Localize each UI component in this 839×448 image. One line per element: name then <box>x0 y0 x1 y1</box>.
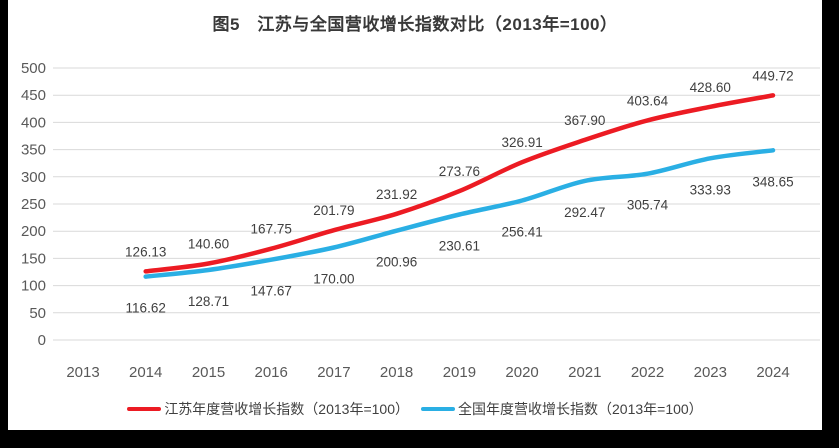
y-axis-tick-label: 500 <box>21 60 46 77</box>
data-label: 348.65 <box>752 174 793 189</box>
data-label: 273.76 <box>439 164 480 179</box>
x-axis-tick-label: 2017 <box>317 364 350 381</box>
data-label: 326.91 <box>501 135 542 150</box>
data-label: 333.93 <box>690 182 731 197</box>
data-label: 230.61 <box>439 239 480 254</box>
y-axis-tick-label: 0 <box>38 332 46 349</box>
x-axis-tick-label: 2014 <box>129 364 162 381</box>
data-label: 305.74 <box>627 198 669 213</box>
legend-label-jiangsu: 江苏年度营收增长指数（2013年=100） <box>164 401 409 417</box>
data-label: 292.47 <box>564 205 605 220</box>
data-label: 128.71 <box>188 294 229 309</box>
data-label: 256.41 <box>501 225 542 240</box>
data-label: 126.13 <box>125 244 166 259</box>
y-axis-tick-label: 100 <box>21 278 46 295</box>
legend-item-jiangsu: 江苏年度营收增长指数（2013年=100） <box>127 399 409 419</box>
data-label: 116.62 <box>126 301 166 316</box>
line-chart-svg: 0 50 100 150 200 250 300 350 400 450 500 2013 2014 20… <box>21 60 820 381</box>
legend: 江苏年度营收增长指数（2013年=100） 全国年度营收增长指数（2013年=1… <box>8 399 822 419</box>
x-axis-tick-label: 2023 <box>694 364 727 381</box>
x-axis-tick-label: 2022 <box>631 364 664 381</box>
series-line-0 <box>143 93 776 274</box>
chart-figure: 图5 江苏与全国营收增长指数对比（2013年=100） 0 50 100 150 200… <box>8 0 822 430</box>
y-axis-tick-label: 350 <box>21 142 46 159</box>
legend-label-national: 全国年度营收增长指数（2013年=100） <box>458 401 703 417</box>
y-axis-tick-label: 200 <box>21 223 46 240</box>
x-axis-tick-label: 2019 <box>443 364 476 381</box>
y-axis-tick-label: 450 <box>21 87 46 104</box>
y-axis-tick-label: 150 <box>21 250 46 267</box>
data-label: 428.60 <box>690 80 731 95</box>
chart-title: 图5 江苏与全国营收增长指数对比（2013年=100） <box>212 15 618 34</box>
x-axis-tick-label: 2024 <box>756 364 789 381</box>
legend-line-swatch-jiangsu <box>127 407 162 411</box>
y-axis-tick-label: 400 <box>21 114 46 131</box>
x-axis-tick-label: 2018 <box>380 364 413 381</box>
data-label: 231.92 <box>376 187 417 202</box>
data-label: 367.90 <box>564 113 605 128</box>
x-axis-tick-label: 2020 <box>505 364 538 381</box>
x-axis-tick-label: 2015 <box>192 364 225 381</box>
data-label: 147.67 <box>251 284 292 299</box>
data-label: 167.75 <box>251 222 292 237</box>
y-axis-tick-label: 250 <box>21 196 46 213</box>
y-axis-tick-label: 300 <box>21 169 46 186</box>
data-label: 170.00 <box>313 272 354 287</box>
x-axis-tick-label: 2021 <box>568 364 601 381</box>
x-axis-tick-label: 2013 <box>66 364 99 381</box>
y-axis-tick-label: 50 <box>29 305 46 322</box>
data-label: 449.72 <box>752 68 793 83</box>
data-label: 201.79 <box>313 203 354 218</box>
series-line-1 <box>143 148 776 279</box>
x-axis-tick-label: 2016 <box>255 364 288 381</box>
data-label: 200.96 <box>376 255 417 270</box>
legend-line-swatch-national <box>421 407 455 411</box>
legend-item-national: 全国年度营收增长指数（2013年=100） <box>421 399 703 419</box>
data-label: 140.60 <box>188 237 229 252</box>
data-label: 403.64 <box>627 93 669 108</box>
